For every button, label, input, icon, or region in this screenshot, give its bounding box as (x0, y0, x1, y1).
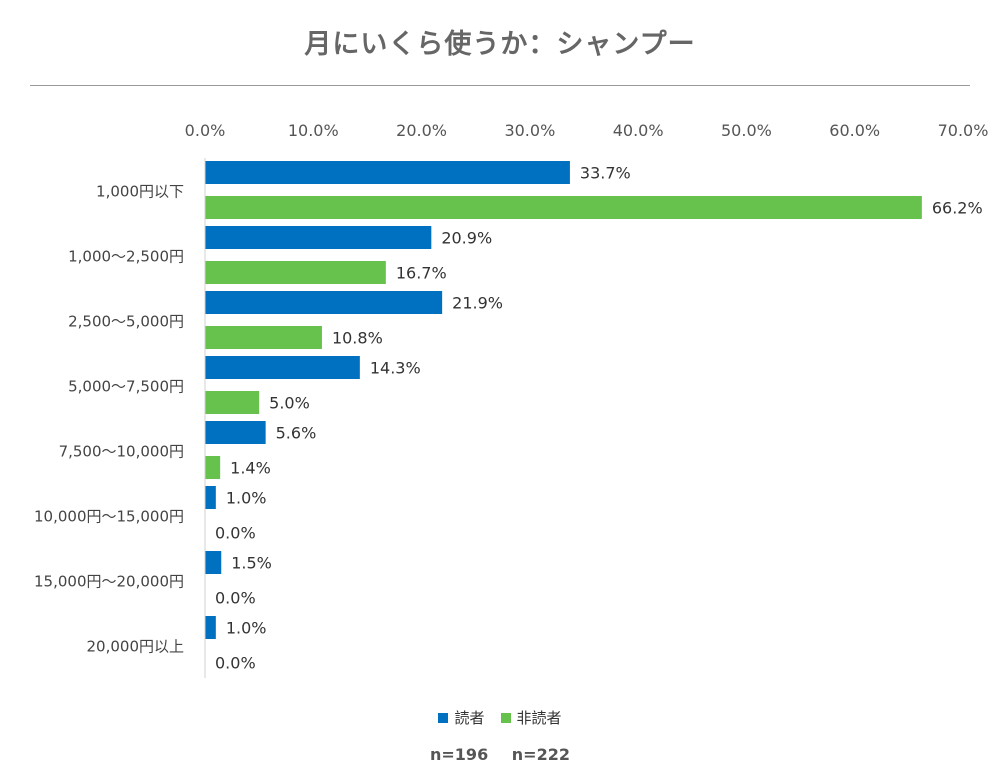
data-label: 5.0% (269, 394, 310, 413)
data-label: 14.3% (370, 359, 421, 378)
category-label: 5,000〜7,500円 (68, 378, 184, 396)
category-label: 7,500〜10,000円 (59, 443, 184, 461)
bar-readers (205, 616, 216, 639)
bar-readers (205, 226, 432, 249)
bar-readers (205, 551, 222, 574)
legend-label-readers: 読者 (454, 709, 485, 727)
data-labels: 33.7% 20.9% 21.9% 14.3% 5.6% 1.0% 1.5% 1.0% 66.2… (215, 164, 983, 673)
category-label: 15,000円〜20,000円 (34, 573, 184, 591)
legend-item-nonreaders: 非読者 (500, 707, 562, 728)
data-label: 16.7% (396, 264, 447, 283)
data-label: 33.7% (580, 164, 631, 183)
bar-readers (205, 161, 570, 184)
bar-nonreaders (205, 196, 922, 219)
legend-label-nonreaders: 非読者 (516, 709, 562, 727)
x-tick-label: 10.0% (288, 121, 339, 140)
x-tick-label: 30.0% (504, 121, 555, 140)
legend-swatch-nonreaders (500, 712, 511, 723)
x-tick-label: 60.0% (829, 121, 880, 140)
bar-nonreaders (205, 456, 221, 479)
bar-nonreaders (205, 326, 322, 349)
data-label: 1.4% (230, 459, 271, 478)
data-label: 1.5% (231, 554, 272, 573)
bars (205, 161, 922, 639)
bar-chart: 0.0% 10.0% 20.0% 30.0% 40.0% 50.0% 60.0% 70.0% … (34, 121, 989, 678)
data-label: 20.9% (441, 229, 492, 248)
category-label: 10,000円〜15,000円 (34, 508, 184, 526)
bar-nonreaders (205, 391, 260, 414)
sample-sizes: n=196 n=222 (0, 745, 1000, 764)
data-label: 66.2% (932, 199, 983, 218)
sample-size-readers: n=196 (430, 745, 489, 764)
x-tick-label: 50.0% (721, 121, 772, 140)
category-label: 1,000〜2,500円 (68, 248, 184, 266)
data-label: 0.0% (215, 654, 256, 673)
data-label: 10.8% (332, 329, 383, 348)
chart-title: 月にいくら使うか：シャンプー (304, 29, 696, 60)
legend-swatch-readers (438, 712, 449, 723)
data-label: 21.9% (452, 294, 503, 313)
x-tick-label: 40.0% (613, 121, 664, 140)
x-tick-label: 0.0% (185, 121, 226, 140)
data-label: 1.0% (226, 619, 267, 638)
data-label: 0.0% (215, 589, 256, 608)
legend-item-readers: 読者 (438, 707, 485, 728)
category-label: 1,000円以下 (96, 183, 184, 201)
x-tick-label: 70.0% (938, 121, 989, 140)
bar-readers (205, 291, 443, 314)
bar-readers (205, 356, 360, 379)
x-tick-label: 20.0% (396, 121, 447, 140)
data-label: 5.6% (276, 424, 317, 443)
category-labels: 1,000円以下 1,000〜2,500円 2,500〜5,000円 5,000〜7,… (34, 183, 184, 656)
data-label: 0.0% (215, 524, 256, 543)
bar-readers (205, 486, 216, 509)
bar-nonreaders (205, 261, 386, 284)
legend: 読者 非読者 (0, 707, 1000, 728)
category-label: 20,000円以上 (87, 638, 185, 656)
data-label: 1.0% (226, 489, 267, 508)
x-tick-labels: 0.0% 10.0% 20.0% 30.0% 40.0% 50.0% 60.0% 70.0% (185, 121, 989, 140)
sample-size-nonreaders: n=222 (511, 745, 570, 764)
title-divider (30, 85, 970, 86)
bar-readers (205, 421, 266, 444)
category-label: 2,500〜5,000円 (68, 313, 184, 331)
